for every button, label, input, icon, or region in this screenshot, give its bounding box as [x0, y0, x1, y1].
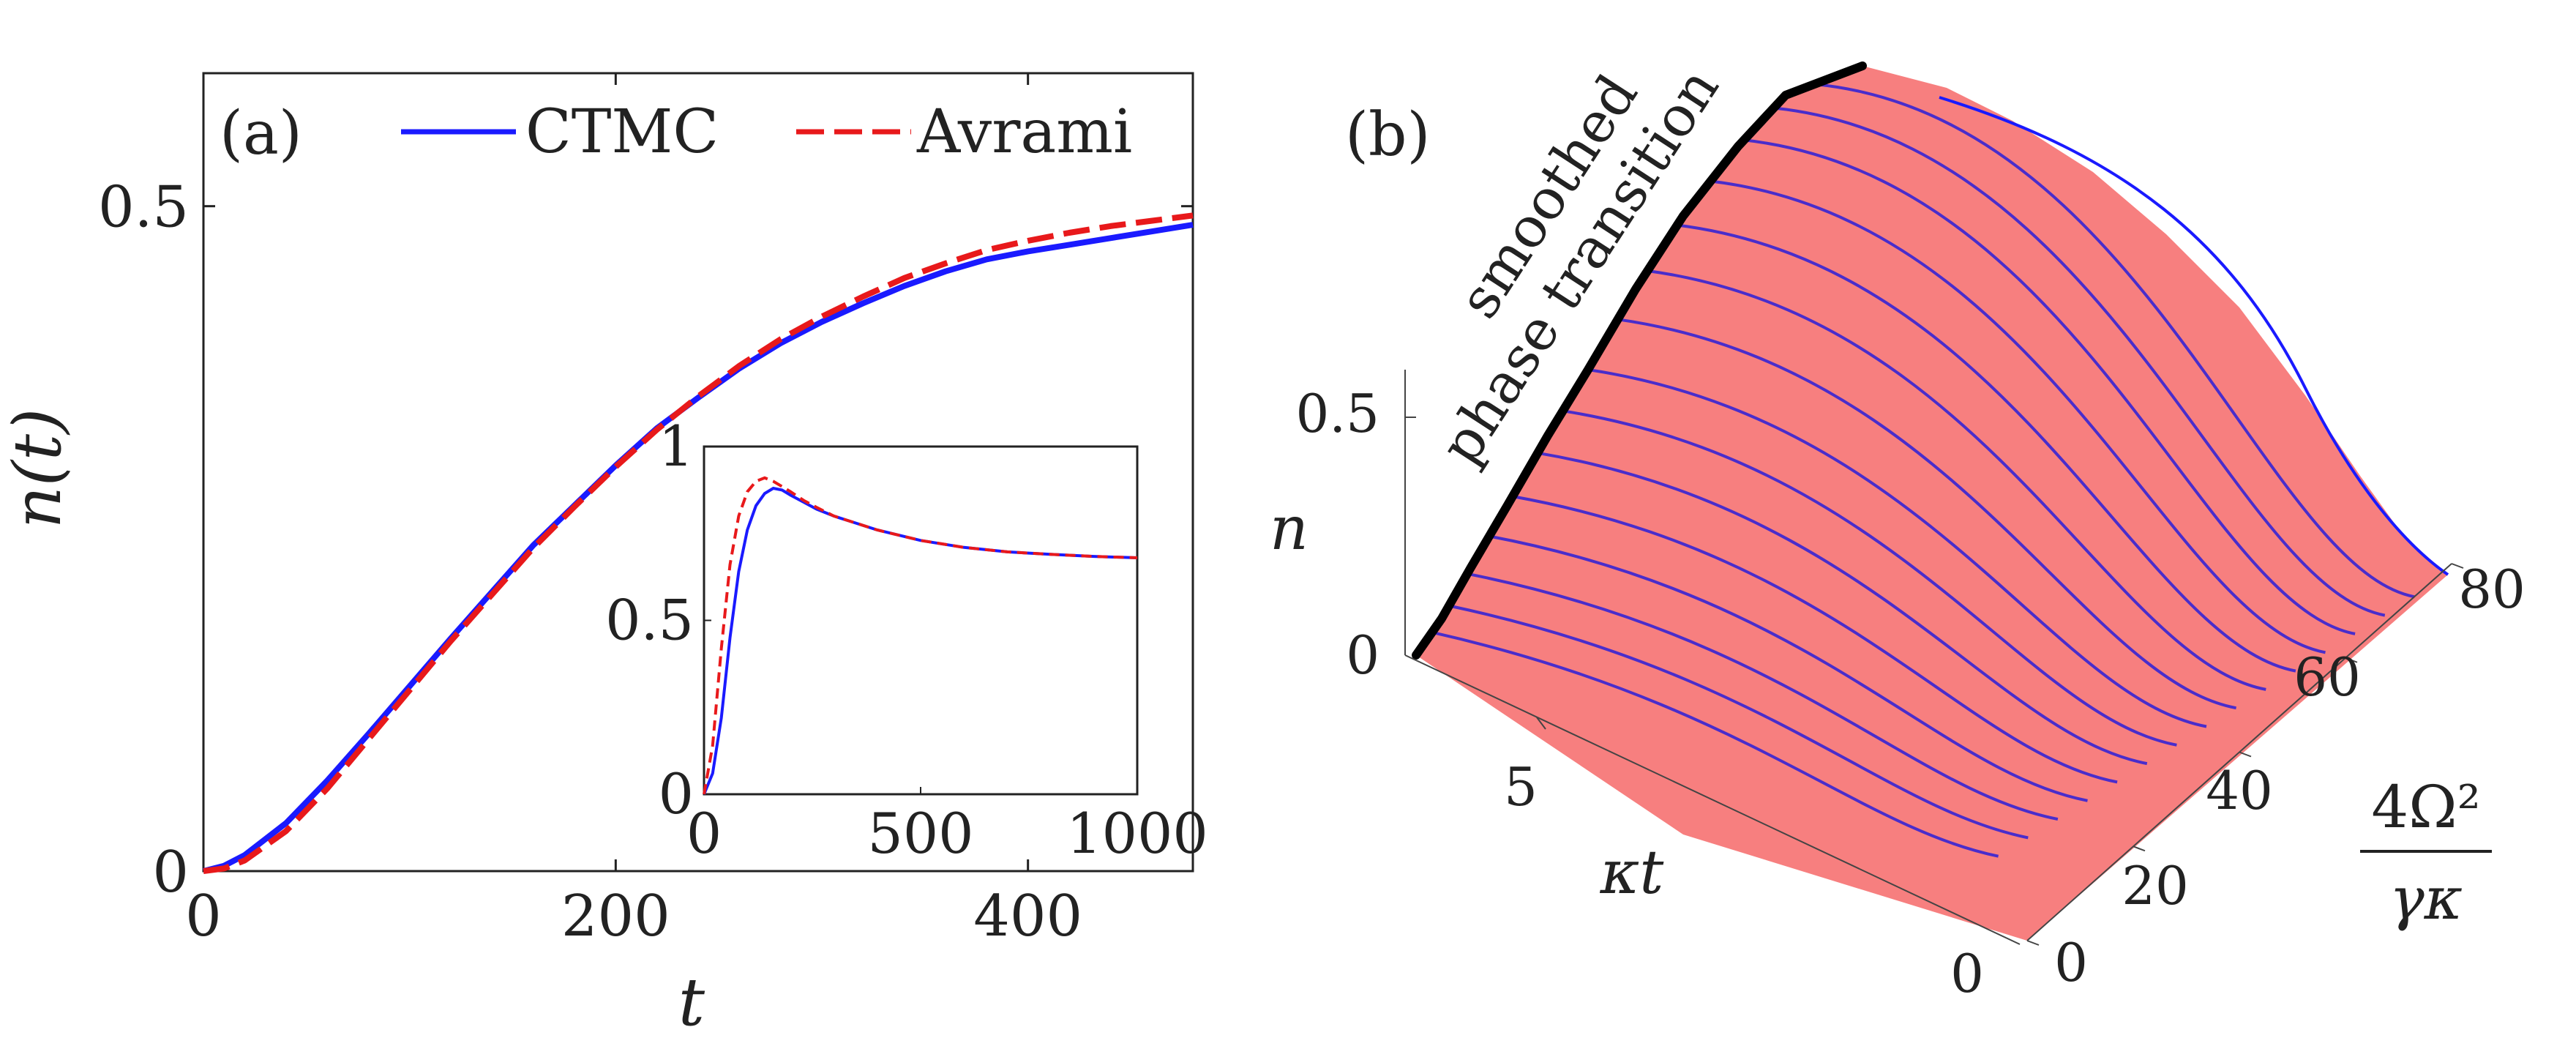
- y-tick-label: 0: [2054, 932, 2088, 993]
- inset-y-tick-label: 0: [659, 761, 694, 826]
- x-tick-label: 5: [1504, 756, 1538, 818]
- x-tick-label: 0: [185, 884, 222, 949]
- surface-curve: [1587, 368, 2207, 728]
- y-tick-label: 0: [152, 840, 189, 906]
- inset-series: [703, 476, 1138, 795]
- surface-curve: [1467, 572, 2059, 821]
- y-tick-label: 80: [2458, 559, 2526, 620]
- phase-transition-edge: [1412, 61, 1867, 660]
- inset-x-tick-label: 500: [867, 801, 973, 866]
- inset-axes-frame: [703, 445, 1139, 796]
- inset-series-avrami: [703, 476, 1138, 795]
- panel-a-inset: 0 500 1000 0 0.5 1: [605, 414, 1208, 866]
- legend-ctmc-label: CTMC: [525, 97, 719, 167]
- y-tick: [2239, 751, 2252, 758]
- inset-y-tick-label: 1: [659, 414, 694, 479]
- y-tick-label: 20: [2122, 855, 2189, 916]
- inset-x-tick-label: 1000: [1066, 801, 1208, 866]
- legend-avrami-label: Avrami: [916, 97, 1132, 167]
- y-tick: [2345, 657, 2358, 663]
- inset-y-tick-label: 0.5: [605, 588, 694, 653]
- surface-curve: [1773, 106, 2386, 617]
- surface-curve: [1647, 269, 2266, 691]
- surface-curve: [1431, 630, 1999, 858]
- x-axis-label: κt: [1600, 838, 1665, 908]
- panel-a-xlabel: t: [678, 964, 705, 1038]
- panel-a-ylabel: n(t): [0, 408, 76, 529]
- surface-curve: [1814, 83, 2415, 599]
- y-tick-label: 60: [2294, 646, 2361, 708]
- surface-curve: [1677, 223, 2296, 673]
- z-tick-label: 0: [1346, 624, 1379, 686]
- surface-curve: [1743, 138, 2356, 635]
- y-axis-label-numerator: 4Ω²: [2371, 773, 2480, 841]
- y-tick: [2451, 563, 2464, 569]
- panel-b: (b) 0.5 0 n 5 0 κt 0 20 40 60 80 4Ω² γκ: [1270, 56, 2526, 1004]
- x-tick-label: 400: [973, 884, 1082, 949]
- surface-curve: [1512, 495, 2118, 784]
- surface-curve: [1489, 534, 2088, 802]
- back-edge-curve: [1939, 96, 2449, 576]
- x-tick-label: 200: [561, 884, 670, 949]
- y-tick: [2026, 940, 2040, 946]
- y-axis-label-denominator: γκ: [2389, 865, 2463, 933]
- panel-b-label: (b): [1345, 100, 1430, 170]
- surface-curve: [1448, 604, 2029, 840]
- x-tick: [1536, 717, 1546, 730]
- series-avrami: [203, 212, 1194, 874]
- y-tick-label: 40: [2206, 760, 2273, 821]
- surface-curve: [1617, 318, 2236, 710]
- panel-a-legend[interactable]: CTMC Avrami: [401, 97, 1132, 167]
- x-axis-line: [1404, 654, 2021, 945]
- z-axis-label: n: [1270, 494, 1308, 564]
- surface-curve: [1562, 409, 2177, 747]
- y-tick: [2133, 845, 2146, 852]
- x-tick-label: 0: [1950, 943, 1984, 1004]
- surface-curves: [1431, 83, 2415, 858]
- z-tick-label: 0.5: [1295, 383, 1379, 444]
- panel-a-label: (a): [220, 99, 302, 168]
- inset-x-tick-label: 0: [686, 801, 722, 866]
- inset-ticks: 0 500 1000 0 0.5 1: [605, 414, 1208, 866]
- surface-curve: [1710, 179, 2326, 654]
- panel-a-series: [202, 212, 1194, 874]
- y-tick-label: 0.5: [98, 175, 189, 241]
- y-ticks: [2026, 563, 2464, 946]
- surface-curve: [1537, 451, 2148, 766]
